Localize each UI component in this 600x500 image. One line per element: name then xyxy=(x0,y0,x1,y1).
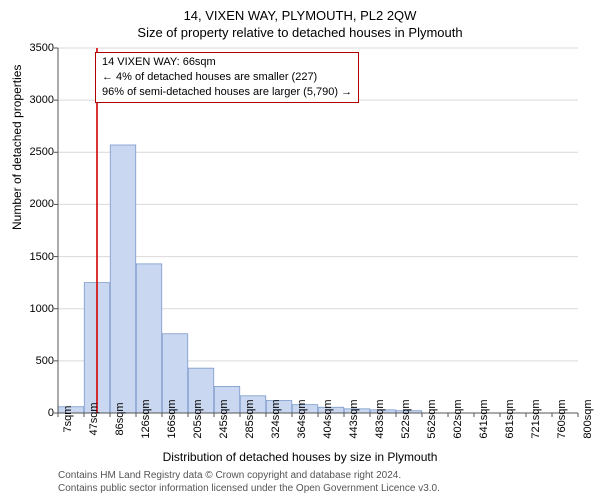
x-axis-label: Distribution of detached houses by size … xyxy=(0,450,600,464)
x-tick-label: 285sqm xyxy=(244,399,256,438)
footer: Contains HM Land Registry data © Crown c… xyxy=(58,470,440,495)
y-tick-label: 500 xyxy=(14,355,54,367)
x-tick-label: 641sqm xyxy=(478,399,490,438)
x-tick-label: 166sqm xyxy=(166,399,178,438)
x-tick-label: 364sqm xyxy=(296,399,308,438)
y-tick-label: 1000 xyxy=(14,303,54,315)
y-tick-label: 3000 xyxy=(14,94,54,106)
x-tick-label: 245sqm xyxy=(218,399,230,438)
x-tick-label: 602sqm xyxy=(452,399,464,438)
footer-line-1: Contains HM Land Registry data © Crown c… xyxy=(58,470,440,483)
x-tick-label: 126sqm xyxy=(140,399,152,438)
x-tick-label: 760sqm xyxy=(556,399,568,438)
x-tick-label: 404sqm xyxy=(322,399,334,438)
x-tick-label: 721sqm xyxy=(530,399,542,438)
y-tick-label: 3500 xyxy=(14,42,54,54)
x-tick-label: 205sqm xyxy=(192,399,204,438)
x-tick-label: 681sqm xyxy=(504,399,516,438)
y-tick-label: 2000 xyxy=(14,198,54,210)
x-tick-label: 47sqm xyxy=(88,402,100,435)
y-tick-label: 1500 xyxy=(14,251,54,263)
x-tick-label: 7sqm xyxy=(62,406,74,433)
info-line-2: ← 4% of detached houses are smaller (227… xyxy=(102,70,352,85)
info-box: 14 VIXEN WAY: 66sqm ← 4% of detached hou… xyxy=(95,52,359,103)
y-tick-label: 2500 xyxy=(14,146,54,158)
x-tick-label: 324sqm xyxy=(270,399,282,438)
page-subtitle: Size of property relative to detached ho… xyxy=(0,23,600,40)
x-tick-label: 522sqm xyxy=(400,399,412,438)
x-tick-label: 443sqm xyxy=(348,399,360,438)
y-tick-label: 0 xyxy=(14,407,54,419)
info-line-3: 96% of semi-detached houses are larger (… xyxy=(102,85,352,100)
x-tick-label: 562sqm xyxy=(426,399,438,438)
footer-line-2: Contains public sector information licen… xyxy=(58,483,440,496)
x-tick-label: 86sqm xyxy=(114,402,126,435)
x-tick-label: 800sqm xyxy=(582,399,594,438)
x-tick-label: 483sqm xyxy=(374,399,386,438)
page-title: 14, VIXEN WAY, PLYMOUTH, PL2 2QW xyxy=(0,0,600,23)
histogram-plot xyxy=(58,48,578,413)
chart-area xyxy=(58,48,578,413)
info-line-1: 14 VIXEN WAY: 66sqm xyxy=(102,55,352,70)
